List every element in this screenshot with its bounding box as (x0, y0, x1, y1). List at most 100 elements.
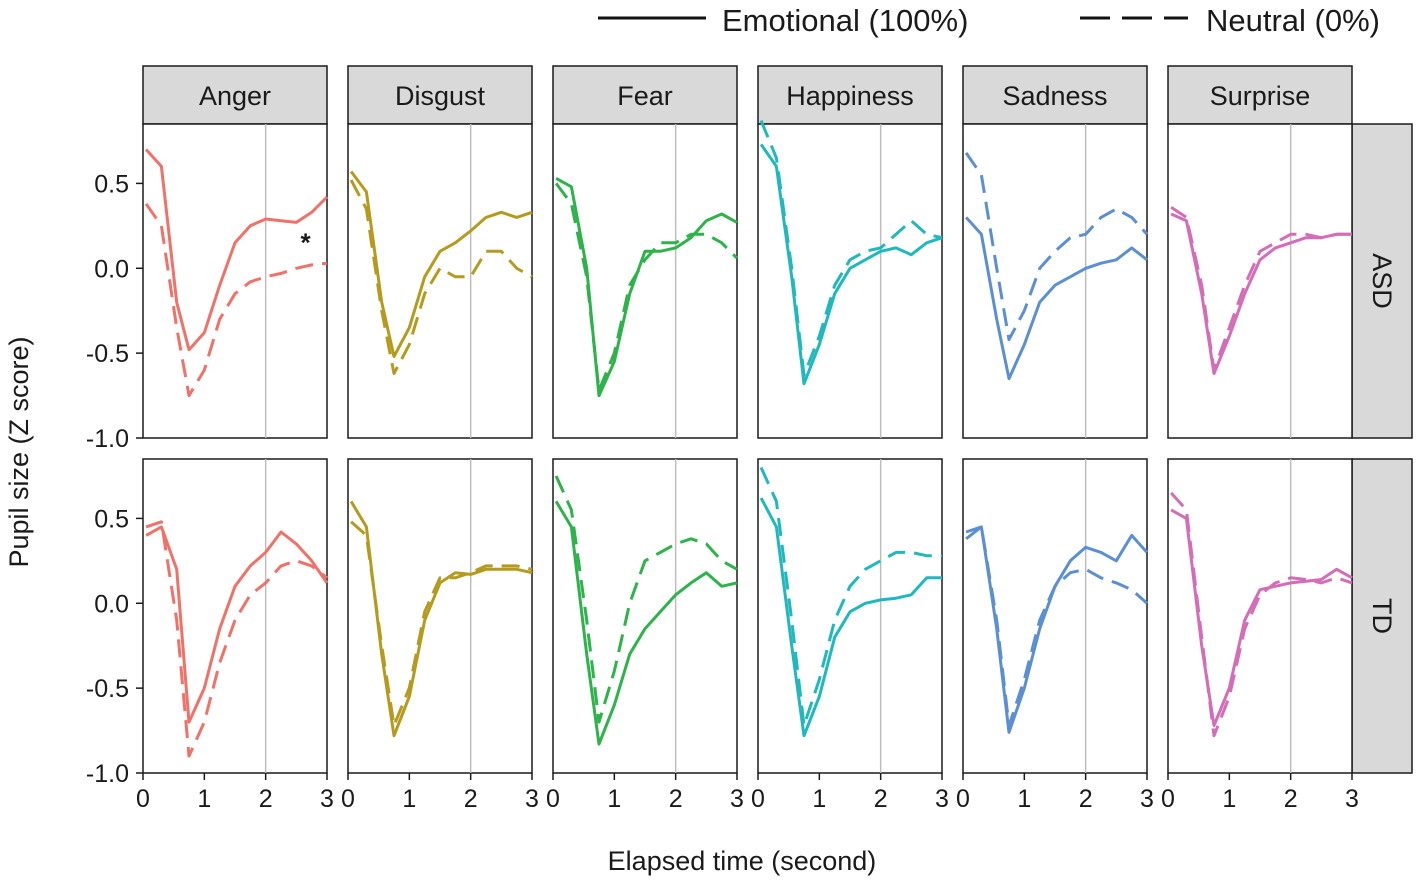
facet-header-label: Surprise (1210, 81, 1311, 111)
facet-strip-bg (1351, 458, 1413, 774)
panel-disgust-td (347, 458, 533, 774)
facet-header-label: Fear (617, 81, 673, 111)
facet-header-surprise: Surprise (1167, 65, 1353, 125)
x-tick-label: 2 (669, 785, 683, 813)
facet-header-bg (757, 65, 943, 125)
y-tick-label: -0.5 (86, 340, 129, 368)
legend-emotional-label: Emotional (100%) (722, 3, 968, 38)
x-tick-label: 3 (525, 785, 539, 813)
y-axis-td: 0.5 0.0 -0.5 -1.0 (86, 505, 143, 788)
series-neutral-line (144, 202, 328, 398)
facet-header-sadness: Sadness (962, 65, 1148, 125)
panel-frame (1167, 123, 1353, 439)
x-tick-label: 0 (546, 785, 560, 813)
facet-header-label: Sadness (1002, 81, 1107, 111)
panel-surprise-asd (1167, 123, 1353, 439)
series-emotional-line (965, 525, 1149, 734)
y-tick-label: -1.0 (86, 760, 129, 788)
panel-anger-td (142, 458, 329, 774)
series-emotional-line (145, 525, 329, 724)
panel-frame (757, 458, 943, 774)
facet-header-fear: Fear (552, 65, 738, 125)
series-neutral-line (759, 466, 942, 727)
x-tick-label: 3 (935, 785, 949, 813)
x-tick-label: 1 (402, 785, 416, 813)
facet-header-bg (552, 65, 738, 125)
series-neutral-line (145, 520, 328, 758)
y-tick-label: 0.0 (94, 255, 129, 283)
y-axes: 0.5 0.0 -0.5 -1.0 0.5 0.0 -0.5 -1.0 (86, 170, 143, 788)
facet-header-label: Disgust (395, 81, 486, 111)
series-emotional-line (349, 170, 533, 358)
panel-frame (552, 458, 738, 774)
facet-header-label: Anger (199, 81, 271, 111)
significance-marker: * (300, 227, 311, 257)
series-neutral-line (349, 179, 533, 375)
series-emotional-line (1170, 212, 1352, 375)
x-tick-label: 3 (1345, 785, 1359, 813)
panel-frame (757, 123, 943, 439)
series-emotional-line (555, 176, 738, 398)
facet-header-label: Happiness (786, 81, 914, 111)
facet-strip-label: ASD (1367, 253, 1397, 309)
legend: Emotional (100%) Neutral (0%) (598, 3, 1380, 38)
facet-header-bg (962, 65, 1148, 125)
x-tick-label: 2 (464, 785, 478, 813)
series-emotional-line (349, 500, 533, 738)
y-tick-label: 0.0 (94, 590, 129, 618)
x-tick-label: 2 (259, 785, 273, 813)
panel-frame (347, 123, 533, 439)
x-tick-label: 0 (751, 785, 765, 813)
x-axis-anger: 0 1 2 3 (136, 773, 334, 813)
x-tick-label: 0 (956, 785, 970, 813)
panel-happiness-asd (757, 120, 943, 439)
panel-frame (347, 458, 533, 774)
series-neutral-line (350, 520, 533, 727)
series-emotional-line (1170, 508, 1353, 727)
y-tick-label: 0.5 (94, 170, 129, 198)
x-axis-title: Elapsed time (second) (608, 846, 877, 876)
y-tick-label: -0.5 (86, 675, 129, 703)
x-tick-label: 2 (874, 785, 888, 813)
series-neutral-line (554, 182, 739, 392)
y-tick-label: 0.5 (94, 505, 129, 533)
legend-neutral-label: Neutral (0%) (1206, 3, 1380, 38)
facet-strip-td: TD (1351, 458, 1413, 774)
panel-surprise-td (1167, 458, 1353, 774)
facet-header-happiness: Happiness (757, 65, 943, 125)
series-emotional-line (759, 143, 943, 386)
x-tick-label: 0 (1161, 785, 1175, 813)
panel-frame (142, 458, 328, 774)
x-tick-label: 2 (1079, 785, 1093, 813)
panel-sadness-asd (962, 123, 1149, 439)
panel-frame (962, 458, 1148, 774)
panel-disgust-asd (347, 123, 533, 439)
panel-sadness-td (962, 458, 1149, 774)
panel-frame (552, 123, 738, 439)
y-axis-title: Pupil size (Z score) (4, 336, 34, 567)
series-neutral-line (964, 152, 1149, 342)
x-tick-label: 3 (320, 785, 334, 813)
facet-strip-label: TD (1367, 598, 1397, 634)
x-tick-label: 1 (1222, 785, 1236, 813)
x-tick-label: 3 (1140, 785, 1154, 813)
x-axis-happiness: 0 1 2 3 (751, 773, 949, 813)
facet-header-disgust: Disgust (347, 65, 533, 125)
x-tick-label: 1 (197, 785, 211, 813)
x-tick-label: 0 (136, 785, 150, 813)
x-tick-label: 1 (607, 785, 621, 813)
x-tick-label: 3 (730, 785, 744, 813)
facet-header-anger: Anger (142, 65, 328, 125)
facet-strip-bg (1351, 123, 1413, 439)
facet-header-bg (347, 65, 533, 125)
facet-strip-asd: ASD (1351, 123, 1413, 439)
panel-frame (962, 123, 1148, 439)
series-neutral-line (554, 475, 738, 724)
y-tick-label: -1.0 (86, 425, 129, 453)
series-emotional-line (144, 148, 329, 352)
panel-grid: Anger Disgust Fear Happiness Sadness Surprise… (142, 65, 1413, 774)
panel-anger-asd (142, 123, 329, 439)
panel-fear-asd (552, 123, 739, 439)
facet-header-bg (142, 65, 328, 125)
